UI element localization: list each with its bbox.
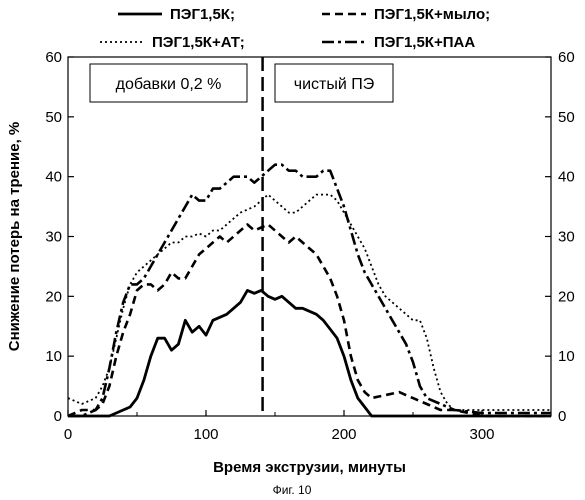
legend-label-3: ПЭГ1,5К+АТ; [152, 34, 245, 51]
legend-label-4: ПЭГ1,5К+ПАА [374, 34, 475, 51]
x-tick-label: 0 [64, 426, 72, 443]
y-tick-label-right: 10 [558, 348, 575, 365]
y-tick-label-right: 60 [558, 49, 575, 66]
series-line-1 [68, 290, 551, 416]
y-tick-label-left: 30 [45, 229, 62, 246]
y-tick-label-right: 30 [558, 229, 575, 246]
y-tick-label-right: 40 [558, 169, 575, 186]
y-tick-label-left: 50 [45, 109, 62, 126]
legend-label-1: ПЭГ1,5К; [170, 6, 235, 23]
x-tick-label: 200 [331, 426, 356, 443]
y-tick-label-left: 60 [45, 49, 62, 66]
figure-caption: Фиг. 10 [273, 483, 312, 497]
y-tick-label-right: 0 [558, 408, 566, 425]
plot-frame [68, 57, 551, 416]
y-axis-right: 0 10 20 30 40 50 60 [545, 49, 575, 425]
legend: ПЭГ1,5К; ПЭГ1,5К+мыло; ПЭГ1,5К+АТ; ПЭГ1,5К+… [100, 6, 490, 51]
y-tick-label-left: 20 [45, 288, 62, 305]
y-axis-title: Снижение потерь на трение, % [6, 122, 23, 352]
series-layer [68, 165, 551, 416]
annotation-additives-text: добавки 0,2 % [116, 76, 222, 93]
series-line-4 [68, 165, 551, 416]
annotation-pure-pe-text: чистый ПЭ [294, 76, 374, 93]
y-tick-label-left: 10 [45, 348, 62, 365]
x-tick-label: 300 [469, 426, 494, 443]
x-axis-title: Время экструзии, минуты [213, 459, 406, 476]
y-tick-label-left: 0 [54, 408, 62, 425]
annotation-pure-pe: чистый ПЭ [275, 64, 393, 102]
y-tick-label-left: 40 [45, 169, 62, 186]
legend-label-2: ПЭГ1,5К+мыло; [374, 6, 490, 23]
y-axis-left: 0 10 20 30 40 50 60 [45, 49, 74, 425]
x-tick-label: 100 [193, 426, 218, 443]
y-tick-label-right: 20 [558, 288, 575, 305]
annotation-additives: добавки 0,2 % [90, 64, 247, 102]
y-tick-label-right: 50 [558, 109, 575, 126]
series-line-3 [68, 195, 551, 410]
